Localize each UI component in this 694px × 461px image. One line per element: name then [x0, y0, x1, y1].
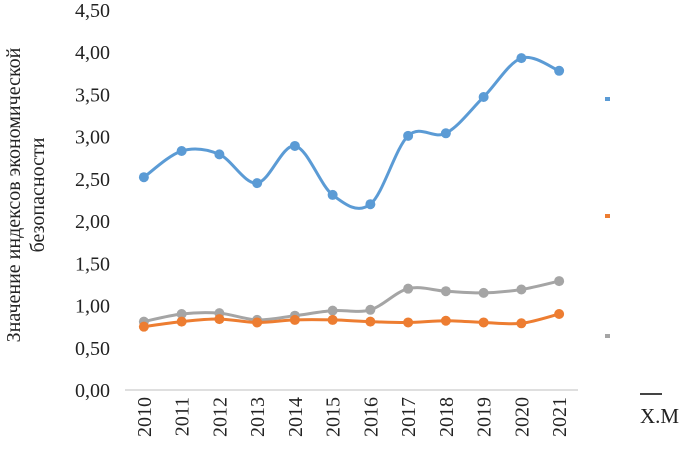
y-tick-label: 4,50	[75, 0, 110, 22]
data-point	[327, 305, 338, 316]
x-tick-label: 2016	[360, 397, 382, 437]
legend-marker	[605, 214, 610, 218]
y-axis-label-line: безопасности	[27, 137, 49, 252]
legend-marker	[605, 334, 610, 338]
x-tick-label: 2014	[285, 397, 307, 437]
data-point	[365, 304, 376, 315]
x-tick-label: 2010	[134, 397, 156, 437]
x-tick-label: 2021	[549, 397, 571, 437]
x-tick-label: 2017	[398, 397, 420, 437]
y-tick-label: 2,00	[75, 211, 110, 233]
data-point	[478, 317, 489, 328]
cropped-text-fragment	[640, 393, 662, 395]
data-point	[214, 149, 225, 160]
y-axis-label: Значение индексов экономической безопасно…	[3, 47, 49, 342]
data-point	[554, 309, 565, 319]
data-point	[327, 314, 338, 325]
series-lines	[138, 53, 565, 332]
y-axis-ticks: 0,00 0,50 1,00 1,50 2,00 2,50 3,00 3,50 4,00 4,50	[75, 0, 110, 402]
data-point	[440, 286, 451, 297]
data-point	[289, 140, 300, 151]
cropped-caption: Х.М	[640, 404, 680, 428]
data-point	[516, 284, 527, 295]
legend	[605, 97, 662, 395]
data-point	[327, 189, 338, 200]
data-point	[365, 199, 376, 210]
data-point	[478, 91, 489, 102]
data-point	[252, 178, 263, 189]
x-tick-label: 2013	[247, 397, 269, 437]
data-point	[289, 314, 300, 325]
data-point	[252, 317, 263, 328]
x-tick-label: 2012	[209, 397, 231, 437]
y-tick-label: 0,00	[75, 380, 110, 402]
data-point	[365, 316, 376, 327]
y-tick-label: 1,00	[75, 296, 110, 318]
data-point	[554, 276, 565, 287]
data-point	[214, 314, 225, 325]
data-point	[516, 53, 527, 64]
series-line	[142, 55, 561, 210]
data-point	[440, 128, 451, 139]
series-line	[142, 312, 561, 329]
data-point	[516, 318, 527, 329]
data-point	[440, 315, 451, 326]
x-tick-label: 2019	[474, 397, 496, 437]
y-tick-label: 4,00	[75, 42, 110, 64]
data-point	[478, 287, 489, 298]
legend-marker	[605, 97, 610, 101]
data-point	[176, 146, 187, 157]
data-point	[138, 172, 149, 183]
y-tick-label: 3,00	[75, 127, 110, 149]
data-point	[554, 65, 565, 76]
data-point	[403, 130, 414, 141]
x-tick-label: 2018	[436, 397, 458, 437]
y-tick-label: 1,50	[75, 253, 110, 275]
series-line	[142, 279, 561, 324]
data-point	[403, 317, 414, 328]
y-axis-label-line: Значение индексов экономической	[3, 47, 25, 342]
data-point	[138, 321, 149, 332]
y-tick-label: 3,50	[75, 84, 110, 106]
data-point	[176, 309, 187, 319]
y-tick-label: 0,50	[75, 338, 110, 360]
data-point	[176, 316, 187, 327]
x-axis-ticks: 2010 2011 2012 2013 2014 2015 2016 2017 2018 2019…	[134, 397, 571, 437]
data-point	[403, 283, 414, 294]
x-tick-label: 2015	[323, 397, 345, 437]
y-tick-label: 2,50	[75, 169, 110, 191]
x-tick-label: 2011	[172, 397, 194, 436]
x-tick-label: 2020	[511, 397, 533, 437]
